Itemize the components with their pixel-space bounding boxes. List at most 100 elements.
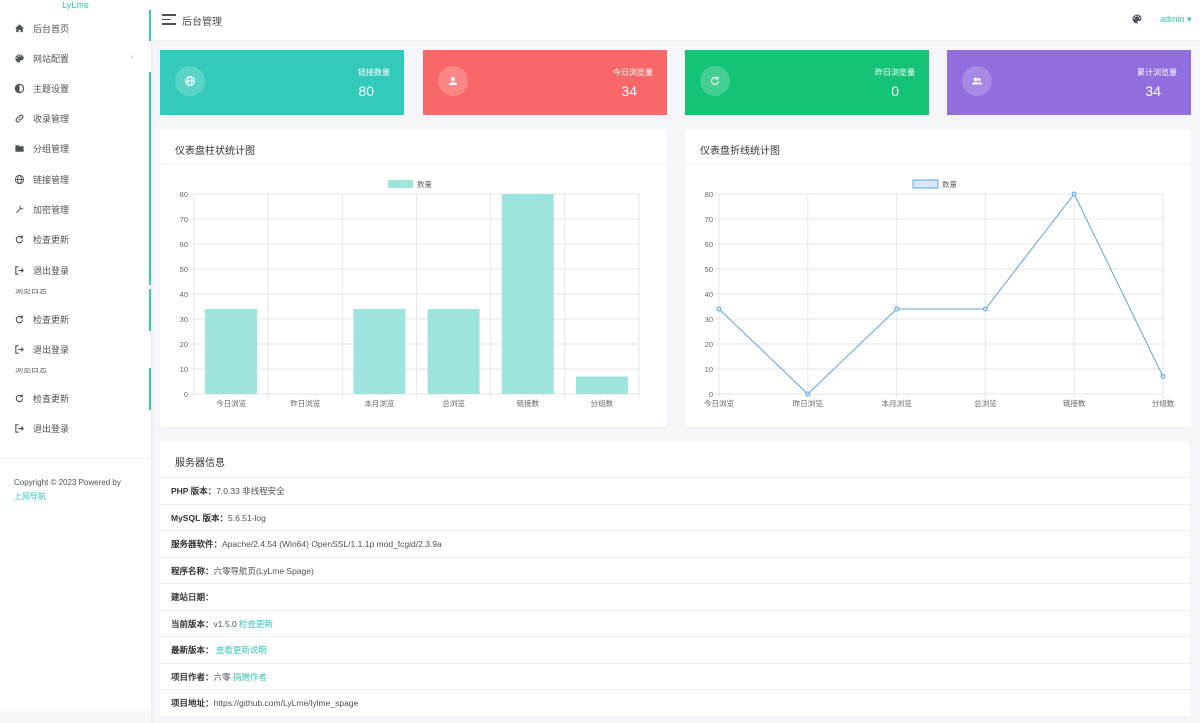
sidebar-item[interactable]: 主题设置 (0, 73, 151, 103)
server-info-title: 服务器信息 (175, 458, 225, 469)
x-tick-label: 本月浏览 (364, 398, 394, 408)
y-tick-label: 20 (705, 340, 713, 349)
x-tick-label: 昨日浏览 (793, 398, 823, 408)
y-tick-label: 0 (184, 390, 188, 399)
info-link[interactable]: 检查更新 (239, 618, 274, 629)
sidebar-item-label: 退出登录 (33, 423, 70, 434)
stat-label: 累计浏览量 (1137, 68, 1177, 77)
info-link[interactable]: 查看更新说明 (215, 645, 267, 655)
menu-toggle-icon[interactable] (162, 14, 176, 25)
y-tick-label: 10 (180, 365, 188, 374)
server-info-row: 建站日期： (160, 583, 1190, 609)
info-value: https://github.com/LyLme/lylme_spage (213, 698, 359, 708)
data-point-分组数 (1160, 374, 1166, 379)
info-value: 5.6.51-log (228, 512, 266, 523)
sidebar-item[interactable]: 网站配置 › (0, 43, 151, 73)
info-label: 当前版本： (171, 618, 214, 629)
x-tick-label: 分组数 (591, 398, 614, 408)
logout-icon (13, 422, 25, 434)
user-menu[interactable]: admin ▾ (1160, 14, 1192, 24)
info-value: Apache/2.4.54 (Win64) OpenSSL/1.1.1p mod… (222, 539, 442, 549)
stat-label: 昨日浏览量 (875, 68, 915, 77)
info-label: 项目作者： (171, 671, 214, 682)
y-tick-label: 80 (180, 190, 188, 199)
data-point-总浏览 (982, 306, 988, 312)
sidebar-item[interactable]: 退出登录 (0, 413, 151, 443)
y-tick-label: 70 (705, 215, 713, 224)
info-label: MySQL 版本： (171, 512, 228, 523)
page-title: 后台管理 (182, 17, 222, 28)
x-tick-label: 链接数 (517, 398, 540, 408)
server-info-row: PHP 版本：7.0.33 非线程安全 (160, 477, 1190, 503)
info-label: PHP 版本： (171, 486, 217, 496)
sidebar-accent-bar (149, 289, 151, 331)
stat-card-today-views: 今日浏览量 34 (423, 50, 667, 115)
copyright-text: Copyright © 2023 Powered by (14, 478, 121, 487)
sidebar-item-label: 后台首页 (33, 23, 70, 34)
sidebar-item[interactable]: 退出登录 (0, 334, 151, 364)
line-chart-title: 仪表盘折线统计图 (700, 146, 780, 157)
data-point-今日浏览 (716, 306, 722, 312)
y-tick-label: 0 (709, 390, 713, 399)
refresh-icon (13, 392, 25, 404)
bar-本月浏览 (353, 309, 406, 394)
copyright: Copyright © 2023 Powered by 上网导航 (14, 476, 139, 504)
info-label: 最新版本： (171, 645, 214, 655)
y-tick-label: 10 (705, 365, 713, 374)
bar-分组数 (575, 376, 628, 394)
line-chart: 数量 0 10 20 30 40 50 60 70 80 今日浏览 昨日浏览 本月浏览 总浏览 链接数 分组数 (704, 179, 1175, 408)
sidebar-item[interactable]: 收录管理 (0, 103, 151, 133)
copyright-link[interactable]: 上网导航 (14, 492, 46, 501)
stat-value: 0 (891, 83, 899, 99)
sidebar-item-label: 主题设置 (33, 83, 70, 94)
logo[interactable]: LyLme (62, 0, 89, 10)
folder-icon (13, 142, 25, 154)
sidebar-item-label: 链接管理 (33, 174, 70, 185)
user-icon (438, 66, 468, 96)
sidebar-item-label: 收录管理 (33, 113, 70, 124)
sidebar-item[interactable]: 链接管理 (0, 164, 151, 194)
sidebar-item-label: 退出登录 (33, 344, 70, 355)
stat-value: 80 (358, 83, 374, 99)
sidebar-item-label: 检查更新 (33, 314, 70, 325)
stat-card-yesterday-views: 昨日浏览量 0 (685, 50, 929, 115)
bar-chart-title: 仪表盘柱状统计图 (175, 146, 255, 157)
globe-icon (13, 173, 25, 185)
sidebar-item[interactable]: 加密管理 (0, 194, 151, 224)
sidebar-accent-bar (149, 10, 151, 41)
server-info-row: MySQL 版本：5.6.51-log (160, 503, 1190, 530)
x-tick-label: 今日浏览 (216, 398, 246, 408)
bar-chart: 数量 0 10 20 30 40 50 60 70 80 今日浏览 昨日浏览 本月浏览 总浏览 链接数 分组数 (180, 179, 640, 408)
top-header: 后台管理 admin ▾ (151, 0, 1200, 40)
stat-label: 今日浏览量 (613, 68, 653, 77)
server-info-row: 服务器软件：Apache/2.4.54 (Win64) OpenSSL/1.1.… (160, 530, 1190, 556)
server-info-row: 程序名称：六零导航页(LyLme Spage) (160, 556, 1190, 583)
link-icon (13, 112, 25, 124)
info-label: 项目地址： (171, 698, 214, 708)
home-icon (13, 22, 25, 34)
sidebar-item[interactable]: 分组管理 (0, 133, 151, 163)
x-tick-label: 总浏览 (974, 398, 997, 408)
wrench-icon (13, 203, 25, 215)
sidebar-item-label: 加密管理 (33, 204, 70, 215)
info-label: 程序名称： (171, 565, 214, 576)
sidebar-item[interactable]: 后台首页 (0, 13, 151, 43)
palette-icon[interactable] (1131, 13, 1143, 25)
sidebar-item[interactable]: 退出登录 (0, 255, 151, 285)
legend-swatch (912, 179, 939, 189)
sidebar-item[interactable]: 检查更新 (0, 383, 151, 413)
sidebar-item[interactable]: 检查更新 (0, 224, 151, 254)
x-tick-label: 链接数 (1063, 398, 1086, 408)
x-tick-label: 总浏览 (442, 398, 465, 408)
info-value: v1.5.0 (213, 618, 240, 629)
refresh-icon (13, 233, 25, 245)
sidebar-bottom (0, 711, 151, 723)
sidebar: LyLme 后台首页 网站配置 › 主题设置 收录管理 分组管理 链接管理 加密管理 检查更新退… (0, 0, 151, 723)
info-label: 建站日期： (171, 592, 214, 602)
sidebar-item[interactable]: 检查更新 (0, 304, 151, 334)
info-link[interactable]: 捐赠作者 (232, 671, 267, 682)
y-tick-label: 40 (180, 290, 188, 299)
stat-label: 链接数量 (358, 68, 390, 77)
legend-label: 数量 (417, 179, 432, 189)
x-tick-label: 本月浏览 (882, 398, 912, 408)
